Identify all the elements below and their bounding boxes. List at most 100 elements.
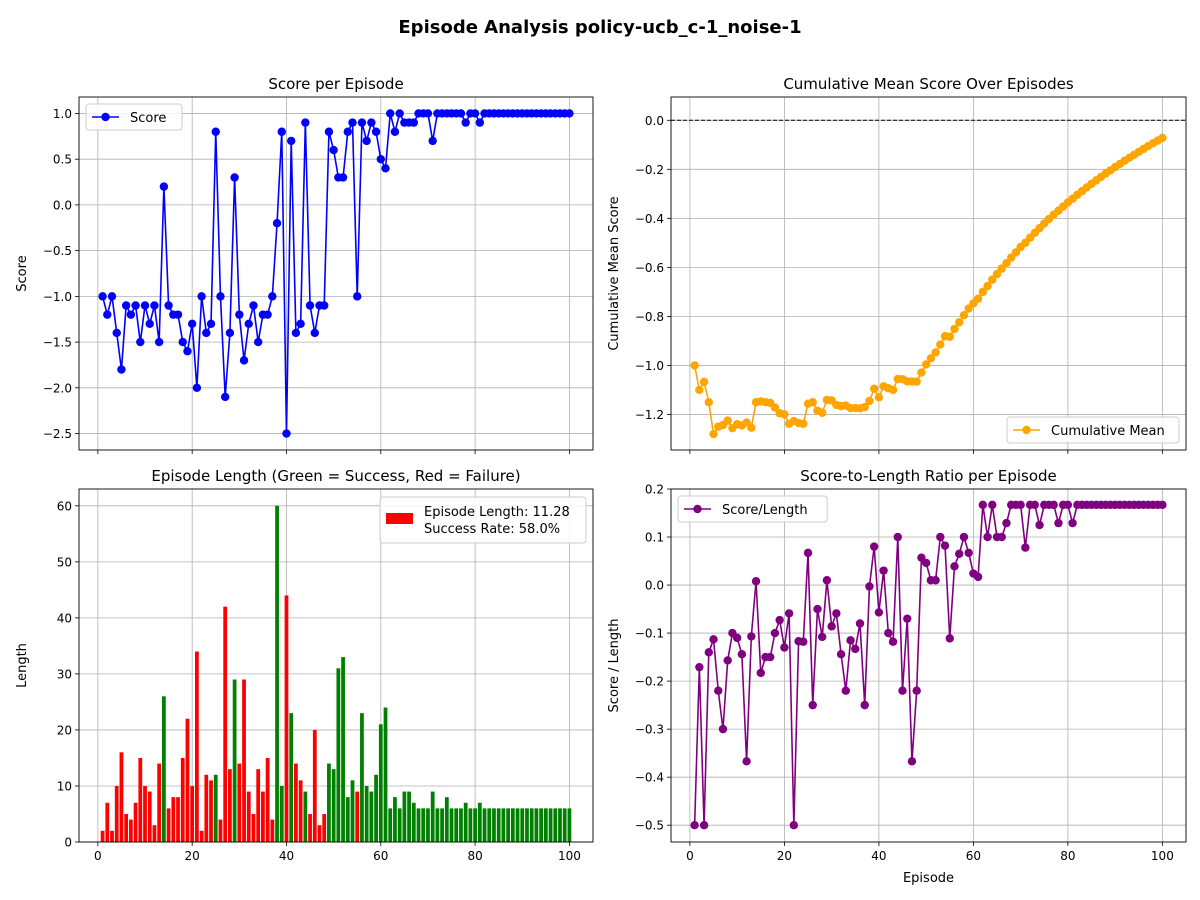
data-point (780, 410, 789, 419)
bar (171, 797, 176, 842)
data-point (192, 383, 202, 393)
bar (492, 808, 496, 842)
legend-box (85, 103, 183, 131)
legend-marker (1022, 425, 1031, 435)
bar (199, 830, 204, 842)
data-point (1049, 500, 1058, 510)
data-point (136, 337, 145, 347)
bar (369, 791, 374, 842)
bar (477, 802, 482, 842)
data-point (978, 500, 988, 510)
data-point (751, 577, 761, 586)
data-point (983, 281, 992, 291)
data-point (945, 332, 954, 341)
data-point (898, 686, 907, 695)
data-point (1063, 500, 1073, 510)
bar (341, 657, 345, 842)
legend-label: Episode Length: 11.28 (424, 505, 570, 520)
bar (303, 791, 308, 842)
data-point (1158, 500, 1167, 510)
bar (336, 668, 341, 842)
data-point (287, 136, 296, 146)
data-point (461, 118, 470, 127)
bar (190, 785, 195, 842)
data-point (950, 324, 959, 334)
data-point (917, 368, 926, 377)
legend-swatch (386, 513, 413, 524)
length-ytick-label: 60 (57, 499, 72, 513)
score-grid (79, 97, 593, 450)
bar (543, 808, 548, 842)
legend-box (677, 495, 828, 523)
bar (143, 785, 147, 842)
score-ytick-label: 1.0 (53, 107, 72, 121)
legend-marker (693, 504, 702, 514)
ratio-legend: Score/Length (677, 495, 828, 523)
data-point (1054, 518, 1063, 528)
data-point (988, 275, 997, 284)
data-point (220, 392, 230, 402)
bar (548, 808, 553, 842)
bar (105, 802, 110, 842)
data-point (988, 500, 997, 510)
bar (539, 808, 544, 842)
bar (209, 780, 213, 842)
data-point (131, 301, 140, 310)
bar (501, 808, 506, 842)
data-point (390, 127, 400, 136)
data-point (973, 294, 983, 303)
bar (213, 774, 218, 842)
data-point (235, 310, 244, 319)
data-point (225, 328, 235, 338)
data-point (253, 337, 263, 347)
data-point (386, 109, 395, 118)
data-point (249, 301, 258, 310)
bar (138, 757, 143, 842)
data-point (747, 423, 756, 432)
data-point (362, 136, 371, 146)
data-point (742, 757, 751, 766)
data-point (955, 318, 964, 327)
data-point (921, 360, 931, 369)
data-point (732, 633, 742, 643)
data-point (770, 628, 780, 638)
bar (558, 808, 562, 842)
data-point (695, 662, 704, 672)
data-point (154, 337, 164, 347)
data-point (159, 182, 169, 191)
bar (228, 769, 232, 842)
bar (275, 505, 279, 842)
ratio-panel: Score-to-Length Ratio per Episode 0 20 40 60… (607, 467, 1187, 886)
length-xtick-label: 40 (279, 849, 294, 863)
data-point (277, 127, 286, 136)
data-point (921, 558, 931, 568)
bar (402, 791, 407, 842)
data-point (338, 173, 348, 182)
score-ytick-label: −1.5 (43, 336, 72, 350)
bar (444, 797, 449, 842)
bar (407, 791, 411, 842)
bar (435, 808, 440, 842)
length-bars (100, 505, 572, 842)
bar (360, 713, 364, 842)
bar (529, 808, 534, 842)
data-point (428, 136, 437, 146)
data-point (992, 269, 1002, 279)
data-point (348, 118, 357, 127)
data-point (718, 724, 728, 734)
data-point (770, 403, 780, 412)
data-point (367, 118, 376, 127)
bar (430, 791, 435, 842)
data-point (860, 402, 869, 412)
ratio-title: Score-to-Length Ratio per Episode (800, 467, 1057, 485)
data-point (291, 328, 301, 338)
data-point (98, 292, 107, 301)
bar (195, 651, 199, 842)
bar (468, 808, 473, 842)
data-point (907, 757, 917, 766)
data-point (126, 310, 136, 319)
score-series-line (101, 111, 570, 434)
data-point (112, 328, 121, 338)
data-point (107, 292, 117, 301)
